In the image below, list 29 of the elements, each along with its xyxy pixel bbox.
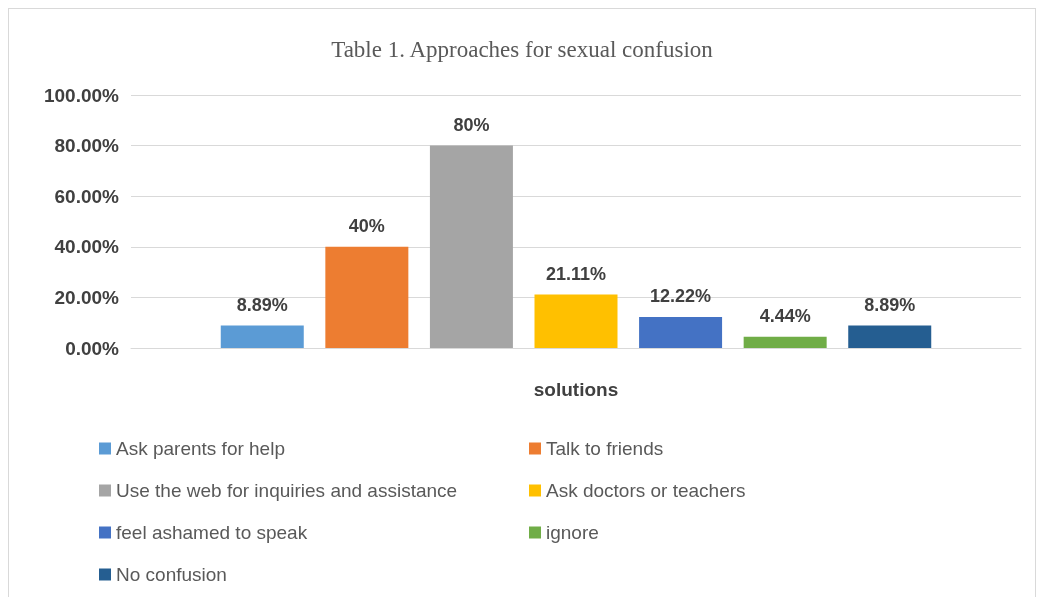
- x-axis-title: solutions: [533, 379, 619, 400]
- bar: [325, 246, 409, 348]
- bar: [743, 336, 827, 348]
- y-tick-label: 80.00%: [54, 135, 120, 157]
- data-label: 21.11%: [545, 263, 607, 284]
- legend-label: Use the web for inquiries and assistance: [116, 480, 458, 501]
- bar: [848, 325, 932, 348]
- data-label: 40%: [348, 215, 385, 236]
- y-tick-label: 0.00%: [65, 337, 120, 359]
- data-label: 80%: [453, 114, 490, 135]
- bar: [220, 325, 304, 348]
- legend-label: No confusion: [116, 564, 227, 585]
- legend-label: feel ashamed to speak: [116, 522, 308, 543]
- y-tick-label: 20.00%: [54, 286, 120, 308]
- y-tick-label: 60.00%: [54, 185, 120, 207]
- legend-label: ignore: [546, 522, 599, 543]
- data-label: 12.22%: [650, 286, 712, 307]
- bar: [429, 145, 513, 348]
- legend-label: Ask parents for help: [116, 438, 285, 459]
- legend-label: Talk to friends: [546, 438, 664, 459]
- data-label: 8.89%: [864, 294, 916, 315]
- data-label: 8.89%: [236, 294, 288, 315]
- bar: [534, 294, 618, 348]
- y-tick-label: 40.00%: [54, 236, 120, 258]
- data-label: 4.44%: [759, 305, 811, 326]
- bar: [639, 317, 723, 348]
- legend-label: Ask doctors or teachers: [546, 480, 746, 501]
- y-tick-label: 100.00%: [43, 84, 120, 106]
- chart-title: Table 1. Approaches for sexual confusion: [331, 37, 714, 62]
